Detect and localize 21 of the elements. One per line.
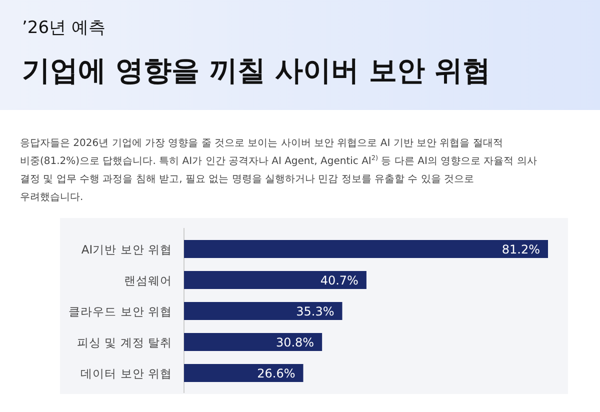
bar	[184, 271, 366, 289]
y-tick-label: 랜섬웨어	[124, 274, 172, 288]
chart-title: 기업에 영향을 끼칠 사이버 보안 위협	[22, 54, 491, 87]
y-tick-label: 피싱 및 계정 탈취	[77, 336, 172, 350]
y-tick-label: 데이터 보안 위협	[80, 366, 172, 380]
text: 결정 및 업무 수행 과정을 침해 받고, 필요 없는 명령을 실행하거나 민감 정보를 유출할 수 있을 것으로	[20, 174, 474, 185]
text: 비중(81.2%)으로 답했습니다. 특히 AI가 인간 공격자나 AI Agent, Agentic AI$^{2)}$ 등 다른 AI의 영향으로 자율적 의사	[20, 154, 537, 167]
bar	[184, 364, 304, 382]
chart-subtitle: ’26년 예측	[22, 18, 106, 38]
data-label: 30.8%	[276, 336, 314, 350]
y-tick-label: 클라우드 보안 위협	[68, 304, 172, 318]
bar	[184, 302, 342, 320]
data-label: 26.6%	[257, 366, 296, 380]
data-label: 81.2%	[502, 242, 540, 256]
text: 응답자들은 2026년 기업에 가장 영향을 줄 것으로 보이는 사이버 보안 위협으로 AI 기반 보안 위협을 절대적	[20, 138, 503, 149]
data-label: 35.3%	[296, 304, 334, 318]
bar	[184, 240, 548, 258]
data-label: 40.7%	[320, 274, 358, 288]
text: 우려했습니다.	[20, 192, 84, 203]
y-tick-label: AI기반 보안 위협	[81, 242, 172, 256]
bar	[184, 333, 322, 351]
